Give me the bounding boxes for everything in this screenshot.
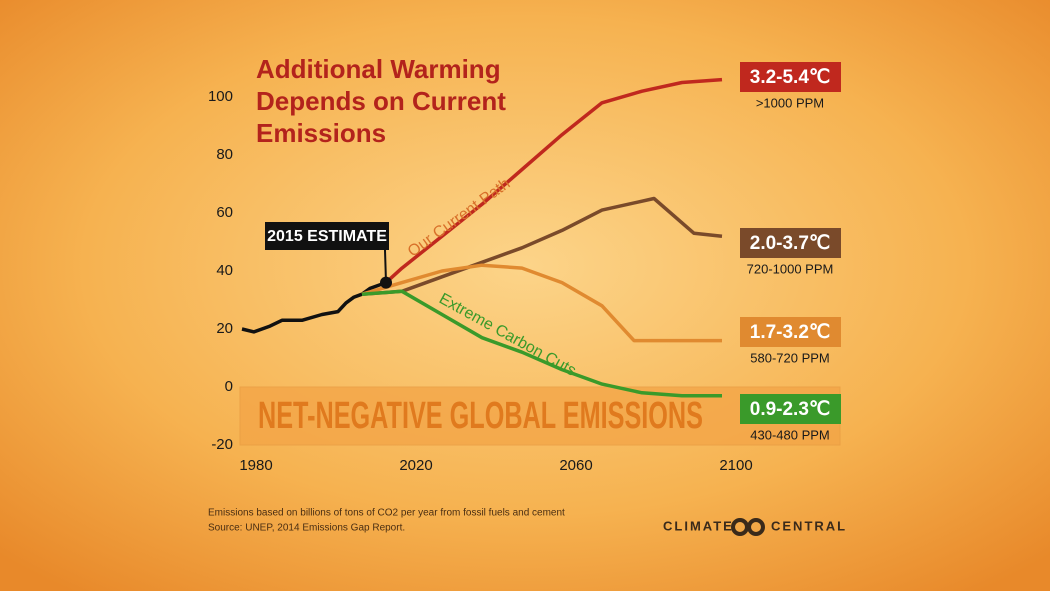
footnote: Emissions based on billions of tons of C… bbox=[208, 508, 565, 519]
y-tick-label: 0 bbox=[225, 378, 233, 395]
series-line bbox=[241, 280, 387, 334]
x-tick-label: 2100 bbox=[719, 457, 752, 474]
y-tick-label: 100 bbox=[208, 88, 233, 105]
estimate-label: 2015 ESTIMATE bbox=[267, 228, 387, 245]
range-box bbox=[740, 62, 841, 92]
chart-title: Additional Warming bbox=[256, 54, 501, 84]
range-box bbox=[740, 394, 841, 424]
footnote: Source: UNEP, 2014 Emissions Gap Report. bbox=[208, 523, 405, 534]
range-box bbox=[740, 228, 841, 258]
logo-mark bbox=[747, 518, 765, 536]
x-tick-label: 1980 bbox=[239, 457, 272, 474]
range-label: 0.9-2.3℃ bbox=[750, 399, 831, 420]
series-line bbox=[361, 196, 723, 296]
series-line bbox=[361, 289, 722, 398]
x-tick-label: 2060 bbox=[559, 457, 592, 474]
y-tick-label: -20 bbox=[211, 436, 233, 453]
ppm-label: 580-720 PPM bbox=[750, 350, 830, 365]
ppm-label: 720-1000 PPM bbox=[747, 261, 834, 276]
y-tick-label: 60 bbox=[216, 204, 233, 221]
y-tick-label: 40 bbox=[216, 262, 233, 279]
y-tick-label: 20 bbox=[216, 320, 233, 337]
logo-text: CENTRAL bbox=[771, 518, 847, 533]
estimate-point bbox=[380, 276, 392, 289]
logo-text: CLIMATE bbox=[663, 518, 734, 533]
estimate-box bbox=[265, 222, 389, 250]
x-tick-label: 2020 bbox=[399, 457, 432, 474]
series-line bbox=[361, 263, 722, 343]
range-label: 3.2-5.4℃ bbox=[750, 67, 831, 88]
band-label: NET-NEGATIVE GLOBAL EMISSIONS bbox=[258, 395, 703, 437]
chart-title: Depends on Current bbox=[256, 86, 506, 116]
series-line bbox=[384, 77, 723, 284]
range-label: 2.0-3.7℃ bbox=[750, 233, 831, 254]
range-label: 1.7-3.2℃ bbox=[750, 322, 831, 343]
range-box bbox=[740, 317, 841, 347]
ppm-label: >1000 PPM bbox=[756, 95, 824, 110]
chart-title: Emissions bbox=[256, 118, 386, 148]
ppm-label: 430-480 PPM bbox=[750, 427, 830, 442]
y-tick-label: 80 bbox=[216, 146, 233, 163]
